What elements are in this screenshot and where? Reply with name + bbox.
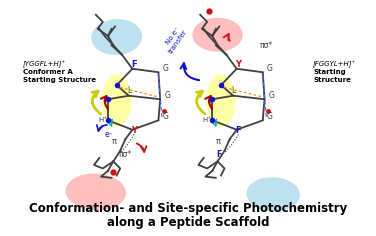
Text: G: G	[267, 64, 273, 73]
Text: Conformation- and Site-specific Photochemistry: Conformation- and Site-specific Photoche…	[29, 202, 347, 215]
Text: Conformer A: Conformer A	[23, 69, 73, 75]
Text: [FGGYL+H]⁺: [FGGYL+H]⁺	[313, 60, 356, 68]
Text: along a Peptide Scaffold: along a Peptide Scaffold	[107, 216, 269, 229]
Text: Starting: Starting	[313, 69, 346, 75]
Text: L: L	[127, 86, 131, 95]
Ellipse shape	[102, 74, 132, 127]
Text: H⁺: H⁺	[203, 117, 212, 122]
Text: Y: Y	[131, 126, 137, 135]
Text: No e⁻: No e⁻	[165, 25, 181, 45]
Text: G: G	[269, 91, 274, 100]
Text: G: G	[162, 112, 168, 121]
Ellipse shape	[246, 177, 300, 211]
Text: πσ*: πσ*	[118, 150, 132, 159]
Text: F: F	[216, 150, 221, 159]
Text: H⁺: H⁺	[98, 117, 107, 122]
Text: πσ*: πσ*	[259, 41, 273, 50]
Text: π: π	[112, 137, 117, 146]
Text: [YGGFL+H]⁺: [YGGFL+H]⁺	[23, 60, 66, 68]
Text: Y: Y	[235, 60, 241, 69]
Text: F: F	[236, 126, 241, 135]
Text: e⁻: e⁻	[105, 130, 113, 139]
Text: G: G	[267, 112, 273, 121]
Text: G: G	[164, 91, 170, 100]
Text: Starting Structure: Starting Structure	[23, 77, 96, 84]
Text: transfer: transfer	[168, 28, 189, 55]
Ellipse shape	[91, 19, 142, 55]
Ellipse shape	[193, 18, 243, 52]
Text: G: G	[162, 64, 168, 73]
Text: L: L	[232, 86, 236, 95]
Text: π: π	[216, 137, 221, 146]
Text: F: F	[131, 60, 137, 69]
Ellipse shape	[66, 173, 126, 210]
Ellipse shape	[206, 74, 236, 127]
Text: Structure: Structure	[313, 77, 351, 84]
